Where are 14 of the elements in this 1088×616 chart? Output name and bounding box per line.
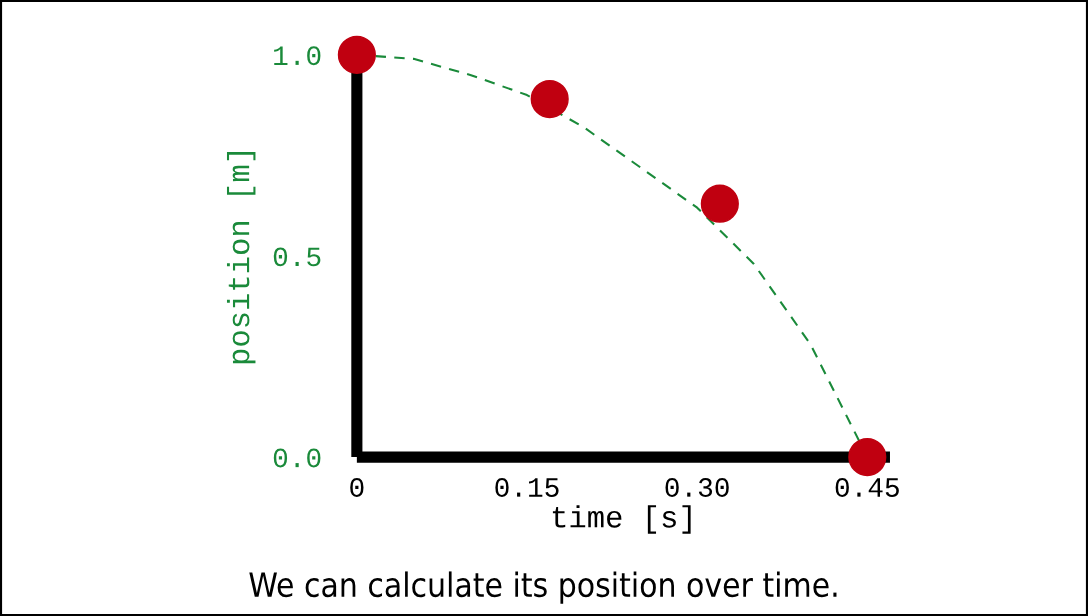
y-tick-label: 0.0 [273, 448, 321, 468]
point [530, 80, 569, 119]
point [337, 35, 376, 74]
y-tick-label: 1.0 [274, 46, 321, 66]
point [848, 438, 887, 477]
x-tick-label: 0 [350, 478, 364, 497]
y-tick-label: 0.5 [273, 247, 321, 267]
y-axis-title: position [m] [226, 152, 256, 364]
x-tick-label: 0.15 [495, 478, 559, 497]
point [700, 184, 739, 223]
x-axis-title: time [s] [552, 505, 691, 534]
x-tick-label: 0.45 [835, 478, 899, 497]
text: We can calculate its position over time. [249, 571, 837, 604]
x-tick-label: 0.30 [665, 478, 729, 497]
